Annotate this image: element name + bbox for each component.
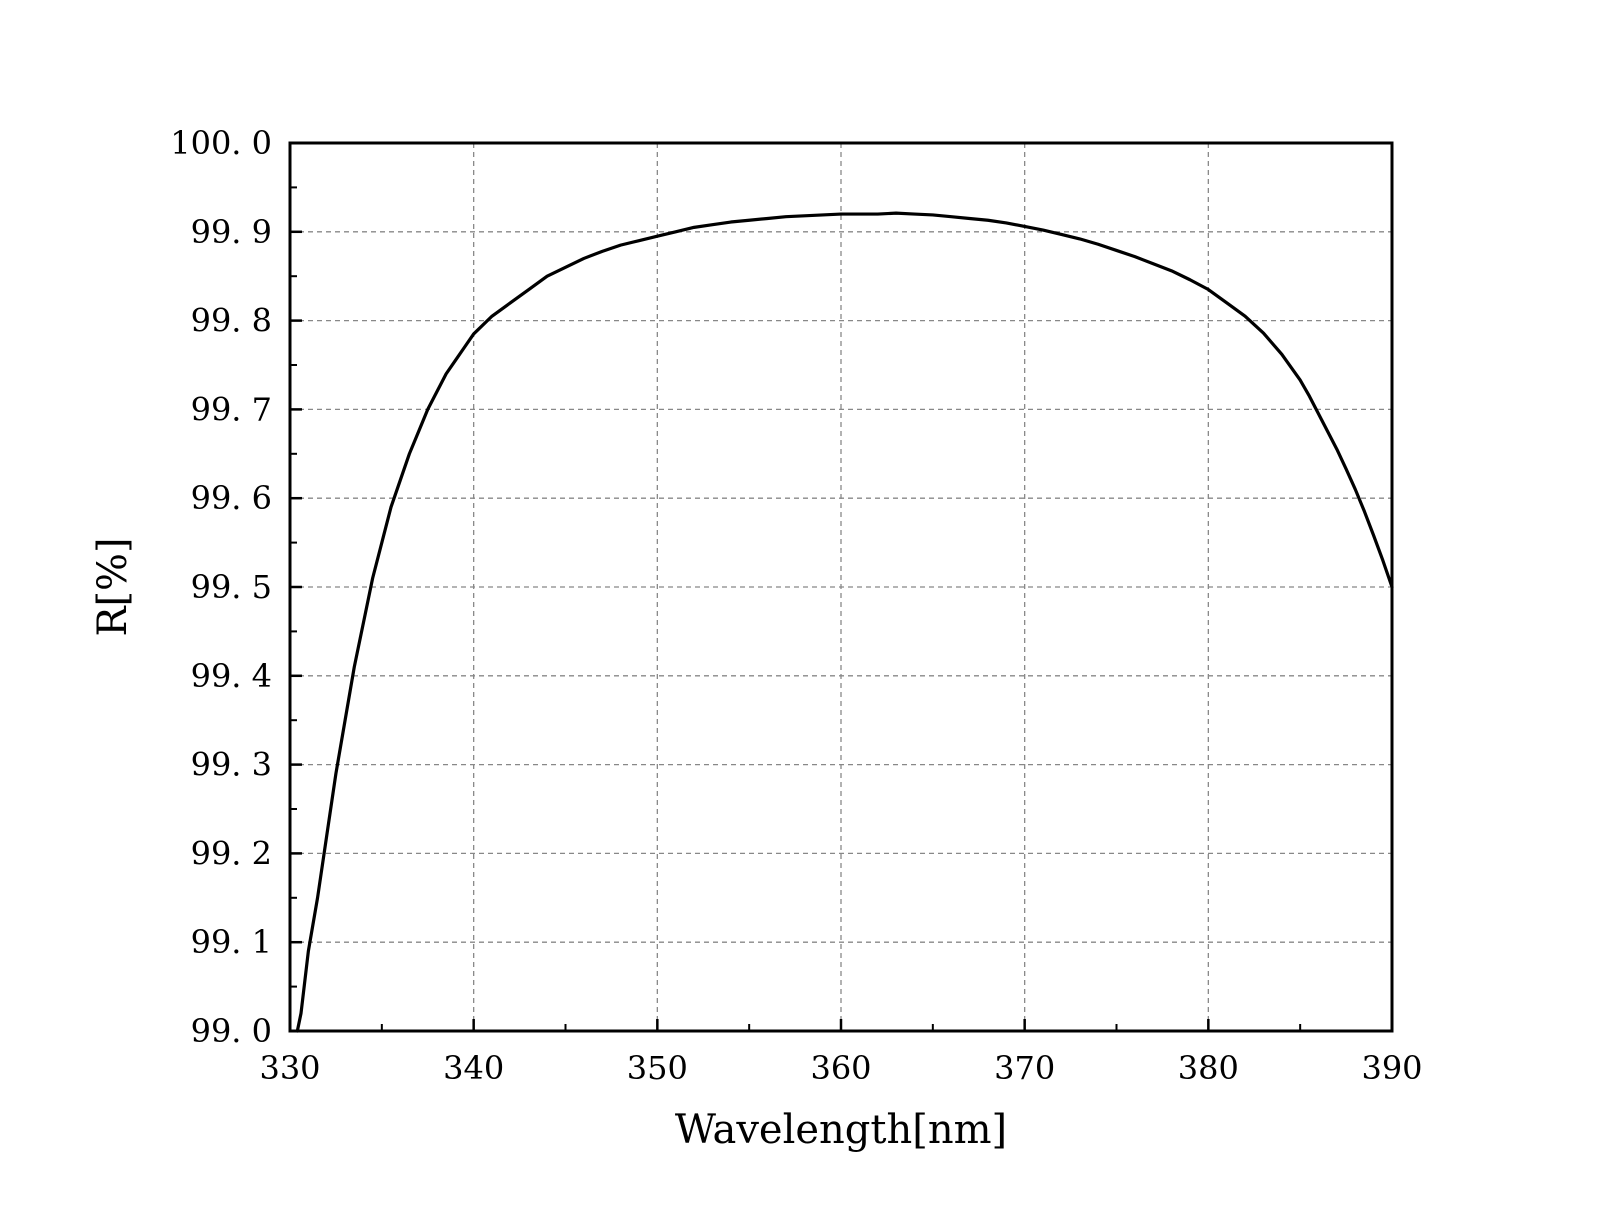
- x-tick-label: 390: [1361, 1049, 1422, 1087]
- y-tick-label: 99. 7: [191, 390, 272, 428]
- y-tick-label: 99. 5: [191, 568, 272, 606]
- y-tick-label: 100. 0: [170, 124, 272, 162]
- series-layer: [295, 211, 1394, 1033]
- y-tick-label: 99. 0: [191, 1012, 272, 1050]
- y-tick-label: 99. 8: [191, 302, 272, 340]
- y-tick-label: 99. 4: [191, 657, 272, 695]
- reflectance-line: [295, 211, 1394, 1033]
- x-tick-label: 370: [994, 1049, 1055, 1087]
- x-tick-label: 380: [1178, 1049, 1239, 1087]
- y-tick-label: 99. 1: [191, 923, 272, 961]
- y-tick-label: 99. 6: [191, 479, 272, 517]
- x-tick-label: 360: [810, 1049, 871, 1087]
- grid: [290, 143, 1392, 1031]
- tick-labels: 330 340 350 360 370 380 390 99. 0 99. 1 99. 2 99. …: [170, 124, 1422, 1087]
- y-axis-label: R[%]: [90, 537, 136, 636]
- plot-frame: [288, 141, 1394, 1033]
- x-tick-label: 340: [443, 1049, 504, 1087]
- y-tick-label: 99. 3: [191, 746, 272, 784]
- x-axis-label: Wavelength[nm]: [675, 1107, 1007, 1153]
- y-tick-label: 99. 9: [191, 213, 272, 251]
- y-tick-label: 99. 2: [191, 834, 272, 872]
- x-tick-label: 350: [627, 1049, 688, 1087]
- x-tick-label: 330: [259, 1049, 320, 1087]
